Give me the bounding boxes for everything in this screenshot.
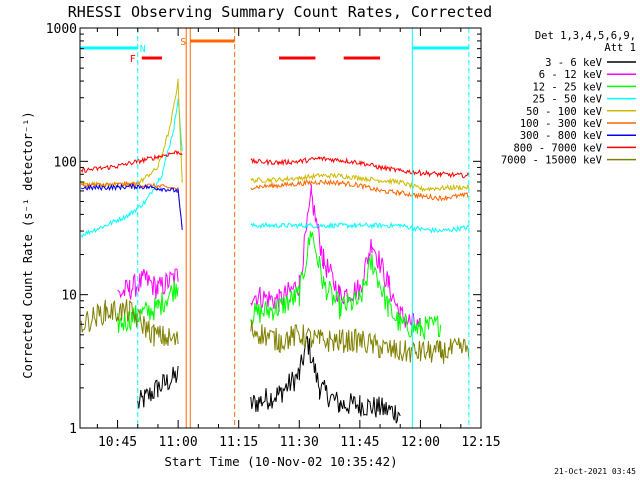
legend-header: Det 1,3,4,5,6,9, (535, 30, 636, 42)
series-800-7000-kev-kev-line (80, 150, 470, 179)
series-12-25-kev-kev-line (117, 231, 442, 340)
plot-frame (79, 27, 482, 429)
chart-title: RHESSI Observing Summary Count Rates, Co… (68, 3, 492, 21)
y-tick-label: 10 (61, 289, 77, 304)
legend-label: 50 - 100 keV (526, 106, 603, 118)
x-tick-label: 10:45 (98, 435, 137, 450)
x-tick-label: 11:00 (159, 435, 198, 450)
flag-f-label: F (130, 54, 136, 65)
x-tick-label: 11:30 (280, 435, 319, 450)
y-tick-label: 1000 (46, 22, 77, 37)
legend-label: 12 - 25 keV (532, 81, 602, 93)
series-300-800-kev-kev-line (80, 183, 183, 230)
series-6-12-kev-kev-line (117, 184, 421, 330)
flag-n-label: N (140, 44, 146, 55)
series-25-50-kev-kev-line (80, 98, 470, 239)
x-tick-label: 11:15 (219, 435, 258, 450)
legend-label: 3 - 6 keV (545, 57, 603, 69)
legend-label: 300 - 800 keV (520, 130, 603, 142)
y-tick-label: 1 (69, 422, 77, 437)
legend-label: 100 - 300 keV (520, 118, 603, 130)
y-tick-label: 100 (54, 155, 77, 170)
legend-label: 7000 - 15000 keV (501, 155, 603, 167)
x-tick-label: 12:15 (461, 435, 500, 450)
x-tick-label: 12:00 (401, 435, 440, 450)
legend-header: Att 1 (604, 42, 636, 54)
legend-label: 6 - 12 keV (539, 69, 603, 81)
flag-s-label: S (180, 37, 186, 48)
x-axis-label: Start Time (10-Nov-02 10:35:42) (164, 454, 397, 469)
series-7000-15000-kev-kev-line (80, 299, 470, 364)
y-axis-label: Corrected Count Rate (s⁻¹ detector⁻¹) (21, 111, 35, 378)
legend-label: 800 - 7000 keV (513, 142, 602, 154)
series-3-6-kev-kev-line (137, 336, 401, 424)
x-tick-label: 11:45 (340, 435, 379, 450)
footer-timestamp: 21-Oct-2021 03:45 (554, 467, 636, 476)
legend-label: 25 - 50 keV (532, 94, 602, 106)
